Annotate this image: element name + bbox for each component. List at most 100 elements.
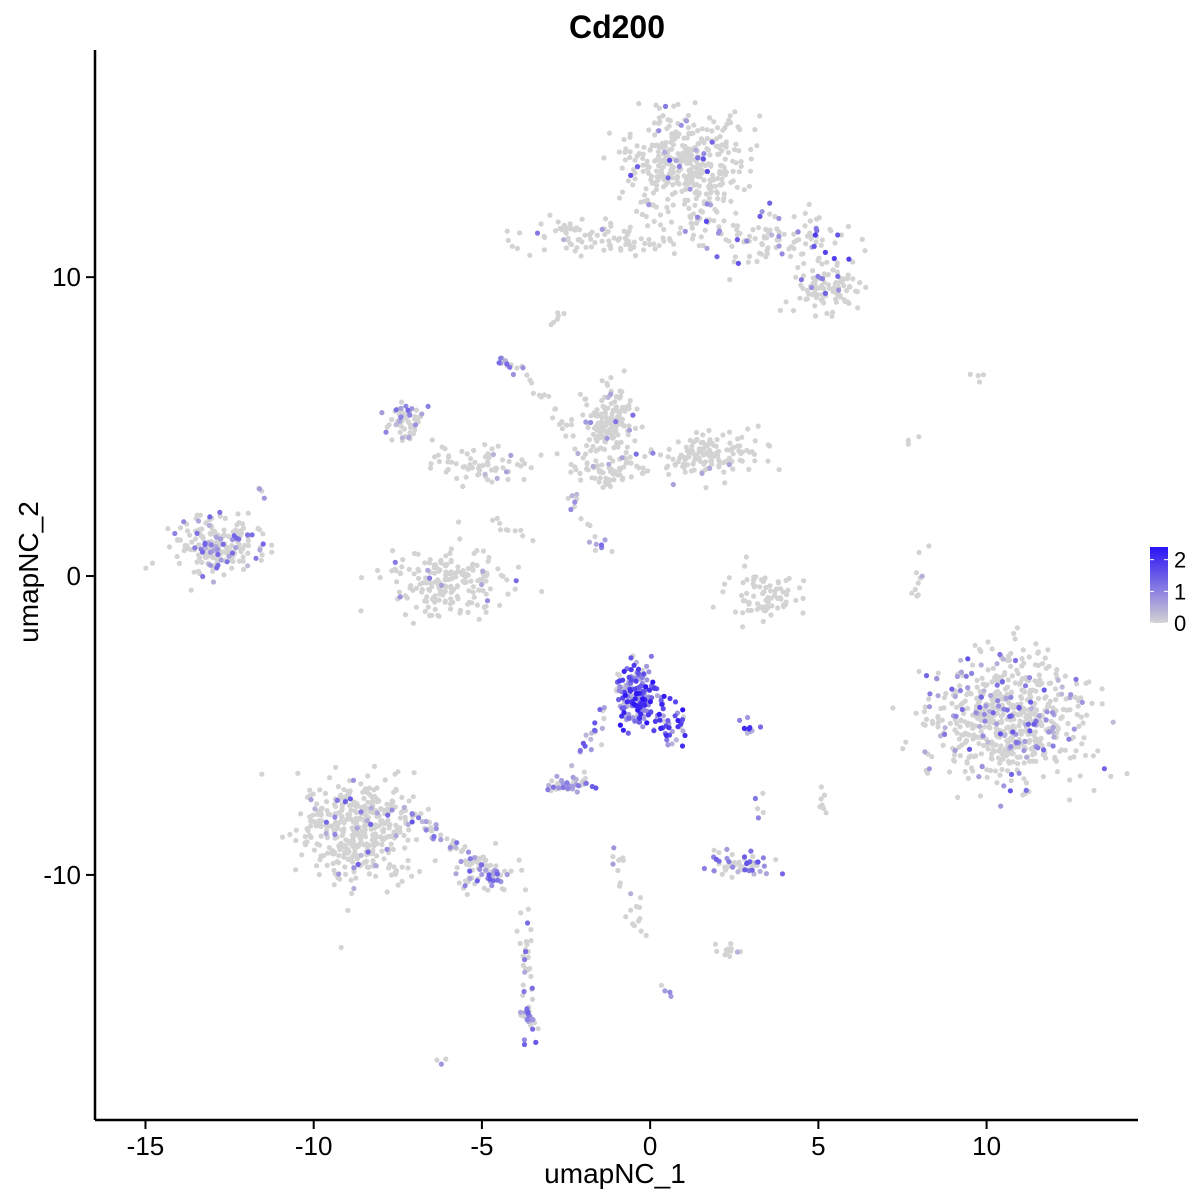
data-point: [1086, 679, 1092, 685]
data-point: [686, 451, 692, 457]
data-point: [761, 589, 767, 595]
data-point: [729, 874, 735, 880]
data-point: [667, 157, 673, 163]
legend-ticks: 210: [1150, 548, 1186, 636]
data-point: [412, 422, 419, 428]
data-point: [835, 273, 841, 279]
data-point: [959, 706, 965, 713]
data-point: [726, 429, 733, 435]
data-point: [374, 796, 380, 802]
data-point: [630, 182, 636, 188]
data-point: [825, 282, 832, 288]
data-point: [372, 825, 378, 831]
data-point: [675, 101, 681, 107]
data-point: [656, 120, 662, 126]
data-point: [638, 236, 644, 242]
data-point: [592, 534, 598, 540]
data-point: [731, 259, 737, 265]
data-point: [492, 465, 498, 471]
data-point: [483, 578, 489, 584]
data-point: [617, 472, 623, 478]
data-point: [393, 833, 399, 839]
data-point: [634, 143, 640, 149]
data-point: [736, 169, 742, 175]
data-point: [485, 887, 491, 893]
data-point: [579, 216, 585, 222]
data-point: [521, 988, 527, 995]
data-point: [993, 742, 999, 748]
data-point: [366, 842, 372, 848]
data-point: [627, 224, 633, 230]
data-point: [554, 451, 560, 457]
data-point: [728, 120, 734, 126]
data-point: [985, 739, 991, 745]
data-point: [550, 415, 556, 421]
data-point: [1084, 712, 1090, 718]
data-point: [583, 780, 589, 786]
data-point: [704, 168, 711, 175]
data-point: [385, 812, 391, 818]
data-point: [997, 772, 1003, 778]
data-point: [1053, 697, 1059, 703]
data-point: [439, 582, 445, 588]
data-point: [370, 798, 376, 805]
data-point: [1016, 723, 1022, 729]
data-point: [669, 741, 675, 747]
data-point: [809, 292, 815, 298]
data-point: [490, 451, 496, 458]
data-point: [1026, 654, 1032, 660]
x-tick-label: 10: [972, 1131, 1001, 1161]
data-point: [715, 175, 721, 182]
data-point: [1035, 695, 1042, 702]
data-point: [640, 724, 646, 730]
data-point: [722, 168, 728, 174]
data-point: [1020, 792, 1026, 798]
data-point: [690, 156, 696, 162]
data-point: [631, 662, 637, 668]
data-point: [425, 403, 431, 409]
data-point: [666, 123, 672, 129]
data-point: [563, 433, 569, 439]
data-point: [702, 442, 709, 448]
x-axis-label: umapNC_1: [544, 1158, 686, 1189]
data-point: [641, 671, 647, 677]
data-point: [719, 148, 725, 154]
data-point: [568, 469, 574, 475]
data-point: [358, 852, 364, 858]
data-point: [665, 463, 671, 469]
data-point: [816, 255, 822, 261]
data-point: [335, 825, 341, 831]
data-point: [672, 699, 679, 705]
data-point: [682, 469, 688, 475]
data-point: [922, 704, 928, 710]
data-point: [1038, 735, 1044, 742]
data-point: [616, 235, 623, 241]
data-point: [405, 837, 411, 843]
data-point: [776, 215, 782, 222]
data-point: [670, 202, 676, 208]
data-point: [229, 565, 235, 571]
data-point: [922, 749, 928, 755]
data-point: [688, 468, 695, 474]
data-point: [730, 178, 736, 184]
data-point: [393, 407, 399, 413]
data-point: [512, 586, 518, 592]
data-point: [631, 239, 637, 245]
data-point: [194, 530, 200, 537]
data-point: [649, 142, 655, 148]
data-point: [564, 780, 570, 786]
data-point: [324, 799, 330, 805]
data-point: [331, 822, 338, 828]
data-point: [632, 438, 638, 444]
data-point: [652, 132, 658, 138]
data-point: [735, 436, 741, 442]
data-point: [995, 698, 1001, 704]
data-point: [348, 877, 354, 883]
data-point: [809, 285, 815, 291]
legend-colorbar: [1150, 547, 1168, 623]
data-point: [569, 493, 575, 499]
data-point: [385, 817, 391, 824]
data-point: [714, 437, 720, 443]
data-point: [453, 871, 459, 877]
data-point: [364, 864, 370, 870]
